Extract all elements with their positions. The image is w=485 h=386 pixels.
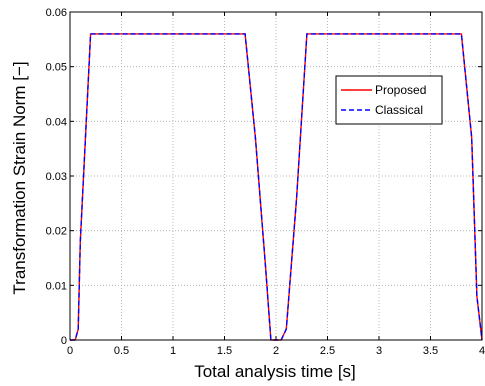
legend-label-proposed: Proposed (375, 83, 426, 97)
y-tick-label: 0.06 (46, 7, 67, 19)
y-tick-label: 0.03 (46, 171, 67, 183)
x-tick-label: 1 (170, 345, 176, 357)
grid (70, 12, 482, 340)
y-tick-label: 0 (61, 335, 67, 347)
y-tick-label: 0.04 (46, 116, 67, 128)
x-tick-label: 0 (67, 345, 73, 357)
legend: Proposed Classical (335, 75, 443, 125)
y-tick-label: 0.01 (46, 280, 67, 292)
y-tick-label: 0.05 (46, 62, 67, 74)
y-axis-label: Transformation Strain Norm [−] (10, 61, 29, 294)
x-tick-label: 4 (479, 345, 485, 357)
x-tick-label: 3.5 (423, 345, 438, 357)
x-tick-label: 1.5 (217, 345, 232, 357)
x-tick-label: 2 (273, 345, 279, 357)
legend-label-classical: Classical (375, 103, 423, 117)
x-tick-label: 2.5 (320, 345, 335, 357)
legend-box (335, 75, 443, 125)
x-tick-label: 3 (376, 345, 382, 357)
tick-labels: 0 0.5 1 1.5 2 2.5 3 3.5 4 0 0.01 0.02 0.03 0.04 0.05 0.… (46, 7, 485, 357)
x-axis-label: Total analysis time [s] (194, 362, 356, 381)
y-tick-label: 0.02 (46, 226, 67, 238)
ticks (69, 11, 483, 341)
x-tick-label: 0.5 (114, 345, 129, 357)
